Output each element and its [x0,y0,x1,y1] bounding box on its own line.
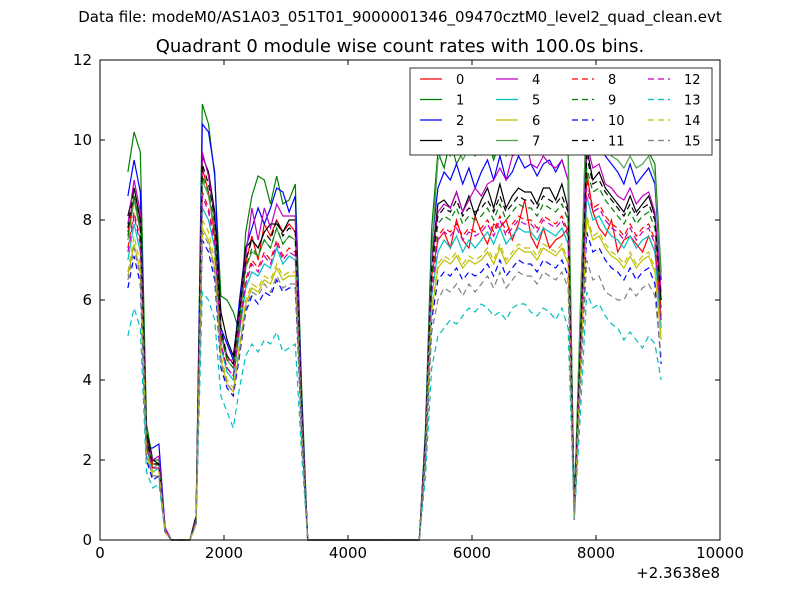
x-tick-label: 4000 [329,544,367,562]
x-tick-label: 10000 [696,544,744,562]
series-line-15 [127,231,662,541]
y-tick-label: 4 [82,371,92,389]
legend-label-7: 7 [532,135,540,150]
legend-label-2: 2 [456,114,464,129]
figure-suptitle: Data file: modeM0/AS1A03_051T01_90000013… [78,8,722,26]
y-tick-label: 0 [82,531,92,549]
legend-label-15: 15 [684,135,701,150]
legend-label-6: 6 [532,114,540,129]
legend-label-8: 8 [608,73,616,88]
y-tick-label: 8 [82,211,92,229]
x-tick-label: 6000 [453,544,491,562]
series-line-13 [127,290,662,541]
y-tick-label: 10 [73,131,92,149]
x-tick-label: 0 [95,544,105,562]
x-axis-offset-label: +2.3638e8 [636,564,720,582]
x-tick-label: 2000 [205,544,243,562]
legend-label-3: 3 [456,135,464,150]
y-tick-label: 6 [82,291,92,309]
legend-label-4: 4 [532,73,540,88]
series-layer [127,91,662,541]
chart-title: Quadrant 0 module wise count rates with … [155,36,645,57]
y-tick-label: 12 [73,51,92,69]
legend-label-11: 11 [608,135,625,150]
y-tick-label: 2 [82,451,92,469]
legend-label-10: 10 [608,114,625,129]
legend-label-13: 13 [684,94,701,109]
x-tick-label: 8000 [577,544,615,562]
legend-label-9: 9 [608,94,616,109]
legend-label-0: 0 [456,73,464,88]
legend-label-12: 12 [684,73,701,88]
legend-label-5: 5 [532,94,540,109]
legend-label-14: 14 [684,114,701,129]
legend-label-1: 1 [456,94,464,109]
